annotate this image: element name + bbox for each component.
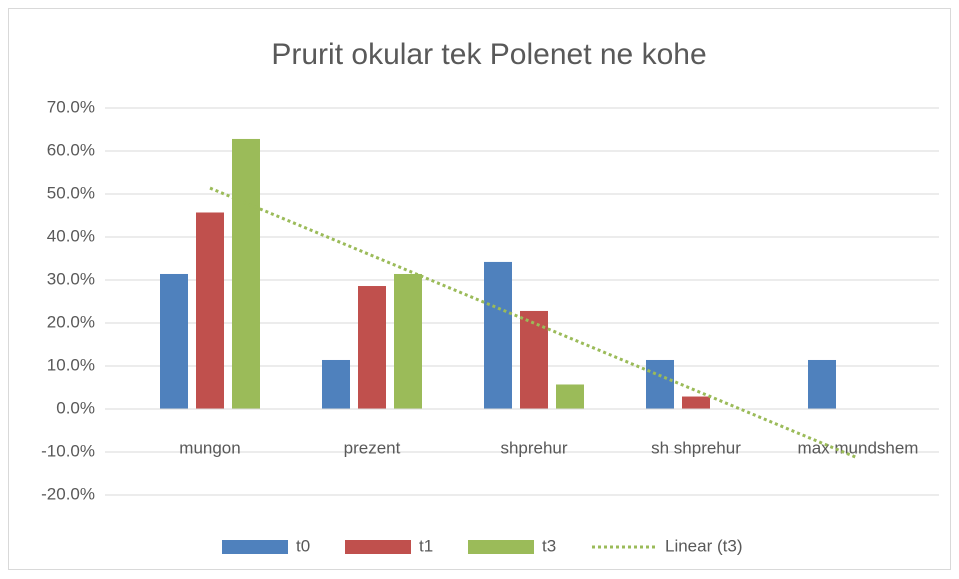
y-tick-label: -20.0% xyxy=(41,484,95,503)
bar xyxy=(160,273,188,409)
y-tick-label: 30.0% xyxy=(47,269,95,288)
legend-swatch xyxy=(468,540,534,554)
y-tick-label: 40.0% xyxy=(47,226,95,245)
bar xyxy=(196,212,224,409)
bar xyxy=(358,286,386,409)
y-tick-label: 10.0% xyxy=(47,355,95,374)
y-tick-label: 70.0% xyxy=(47,97,95,116)
x-tick-label: shprehur xyxy=(500,438,567,457)
chart-border xyxy=(8,8,951,570)
legend-swatch xyxy=(345,540,411,554)
bar xyxy=(556,384,584,409)
y-tick-label: 0.0% xyxy=(56,398,95,417)
bar xyxy=(484,261,512,409)
legend-label: t1 xyxy=(419,536,433,555)
bar xyxy=(394,273,422,409)
x-tick-label: max mundshem xyxy=(798,438,919,457)
y-tick-label: 50.0% xyxy=(47,183,95,202)
x-tick-label: prezent xyxy=(344,438,401,457)
legend-label: Linear (t3) xyxy=(665,536,742,555)
y-tick-label: -10.0% xyxy=(41,441,95,460)
legend-label: t0 xyxy=(296,536,310,555)
bar xyxy=(808,359,836,409)
bar xyxy=(646,359,674,409)
bar xyxy=(322,359,350,409)
legend-swatch xyxy=(222,540,288,554)
x-tick-label: sh shprehur xyxy=(651,438,741,457)
y-tick-label: 20.0% xyxy=(47,312,95,331)
y-tick-label: 60.0% xyxy=(47,140,95,159)
bar xyxy=(682,396,710,409)
x-tick-label: mungon xyxy=(179,438,240,457)
chart-title: Prurit okular tek Polenet ne kohe xyxy=(271,38,706,71)
bar xyxy=(232,138,260,409)
legend-label: t3 xyxy=(542,536,556,555)
